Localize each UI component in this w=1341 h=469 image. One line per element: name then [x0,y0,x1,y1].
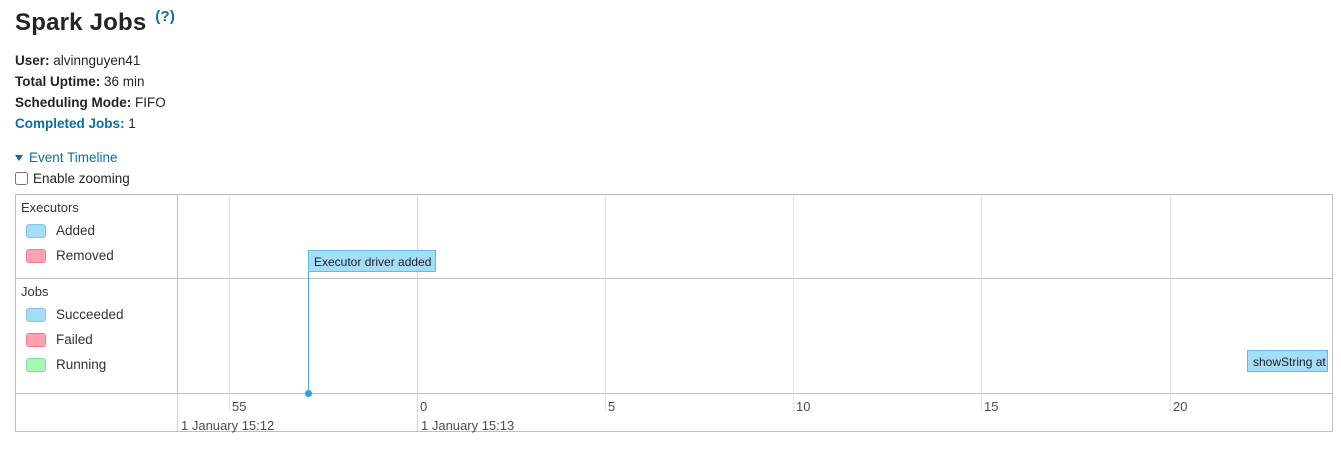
user-value: alvinnguyen41 [53,53,141,68]
enable-zooming-row[interactable]: Enable zooming [15,171,130,186]
timeline-plot[interactable]: 55 0 5 10 15 20 1 January 15:12 1 Januar… [177,195,1332,433]
jobs-title: Jobs [21,284,49,299]
scheduling-mode-label: Scheduling Mode: [15,95,132,110]
gridline [1170,195,1171,393]
gridline [981,195,982,393]
summary-list: User: alvinnguyen41 Total Uptime: 36 min… [15,51,166,135]
axis-tick [605,393,606,411]
event-timeline: Executors Added Removed Jobs Succeeded F… [15,194,1333,433]
row-separator [16,278,1332,279]
summary-scheduling-mode: Scheduling Mode: FIFO [15,93,166,114]
completed-jobs-link[interactable]: Completed Jobs: [15,116,125,131]
help-link[interactable]: (?) [155,8,176,25]
jobs-legend: Jobs Succeeded Failed Running [16,279,177,393]
executor-event-stem [308,272,309,392]
axis-tick [177,393,178,431]
axis-tick-label: 20 [1173,399,1188,414]
event-timeline-toggle[interactable]: Event Timeline [15,150,118,165]
gridline [793,195,794,393]
legend-job-succeeded: Succeeded [26,307,124,322]
axis-separator [16,393,1332,394]
uptime-value: 36 min [104,74,145,89]
summary-completed-jobs: Completed Jobs: 1 [15,114,166,135]
job-event-showstring[interactable]: showString at [1247,350,1328,372]
legend-job-failed: Failed [26,332,93,347]
legend-executor-added: Added [26,223,95,238]
enable-zooming-checkbox[interactable] [15,172,28,185]
axis-tick [981,393,982,411]
executors-title: Executors [21,200,79,215]
removed-swatch [26,248,46,263]
axis-tick [1170,393,1171,411]
executor-driver-added-event[interactable]: Executor driver added [308,250,436,272]
axis-tick-label: 10 [796,399,811,414]
failed-swatch [26,332,46,347]
legend-label: Succeeded [56,307,124,322]
user-label: User: [15,53,50,68]
legend-executor-removed: Removed [26,248,114,263]
axis-date-label: 1 January 15:13 [421,418,515,433]
legend-label: Failed [56,332,93,347]
axis-date-label: 1 January 15:12 [181,418,275,433]
page-title: Spark Jobs (?) [15,8,175,37]
summary-user: User: alvinnguyen41 [15,51,166,72]
axis-tick [793,393,794,411]
axis-tick-label: 5 [608,399,616,414]
running-swatch [26,357,46,372]
page-title-text: Spark Jobs [15,9,147,36]
executors-legend: Executors Added Removed [16,195,177,279]
axis-tick-label: 15 [984,399,999,414]
gridline [605,195,606,393]
completed-jobs-value: 1 [128,116,136,131]
summary-uptime: Total Uptime: 36 min [15,72,166,93]
axis-tick-label: 55 [232,399,247,414]
scheduling-mode-value: FIFO [135,95,166,110]
axis-tick [229,393,230,411]
caret-down-icon [15,154,23,161]
gridline [417,195,418,393]
gridline [229,195,230,393]
axis-tick-label: 0 [420,399,428,414]
legend-job-running: Running [26,357,106,372]
enable-zooming-label: Enable zooming [33,171,130,186]
uptime-label: Total Uptime: [15,74,101,89]
legend-label: Running [56,357,107,372]
executor-event-dot[interactable] [305,390,312,397]
legend-label: Removed [56,248,114,263]
axis-tick [417,393,418,431]
timeline-legend: Executors Added Removed Jobs Succeeded F… [16,195,178,431]
event-timeline-label: Event Timeline [29,150,118,165]
succeeded-swatch [26,307,46,322]
added-swatch [26,223,46,238]
legend-label: Added [56,223,96,238]
